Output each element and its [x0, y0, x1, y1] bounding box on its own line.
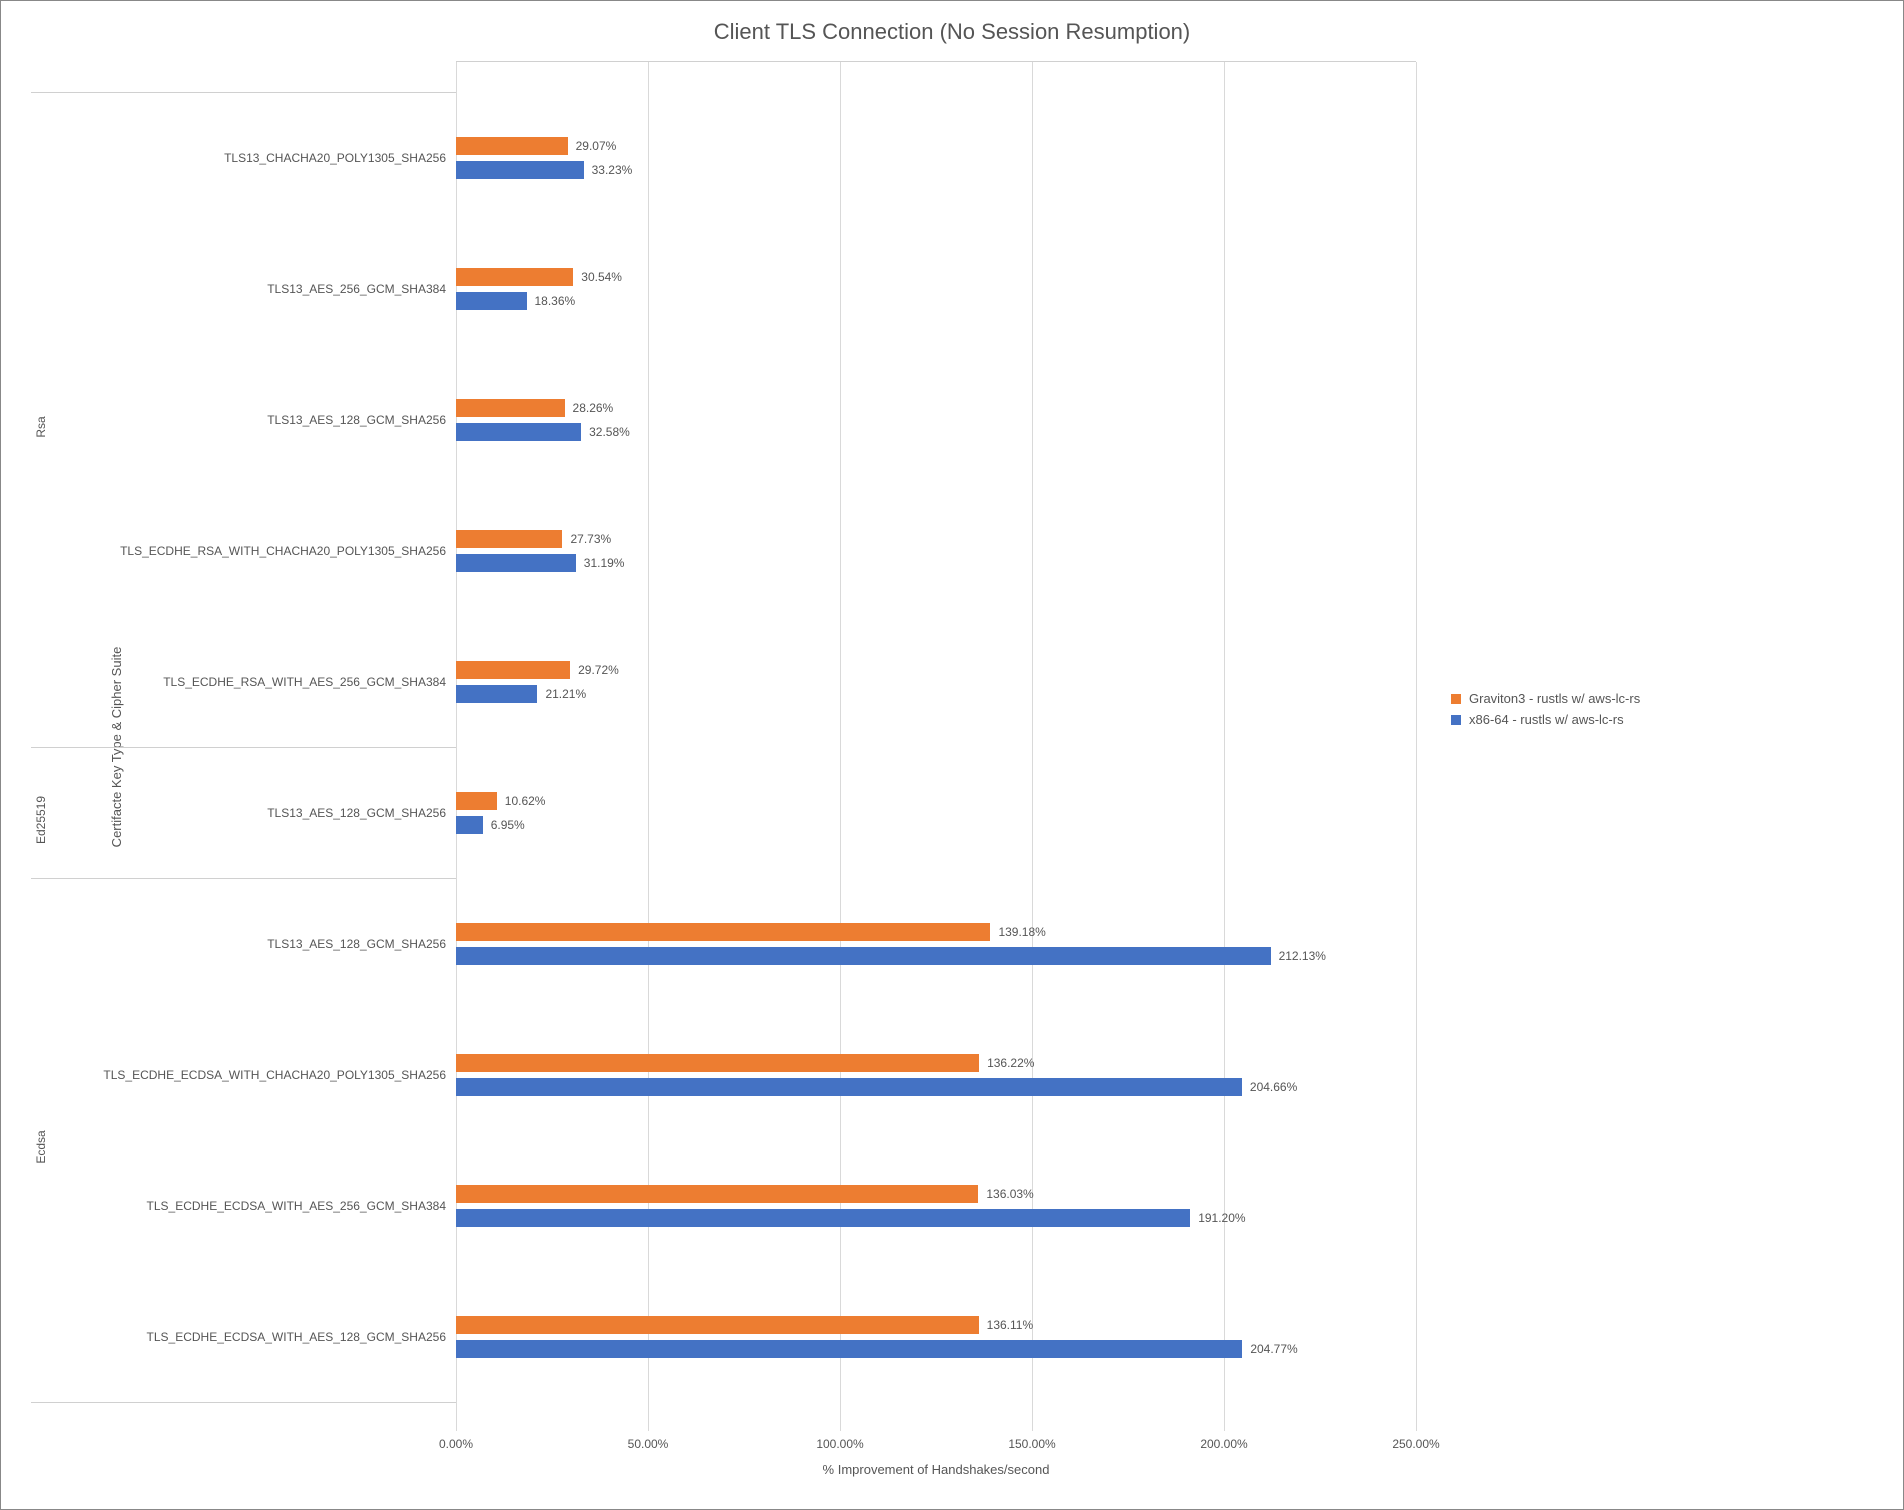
cipher-label: TLS_ECDHE_RSA_WITH_CHACHA20_POLY1305_SHA… [120, 544, 446, 558]
bar [456, 161, 584, 179]
bar [456, 554, 576, 572]
group-divider [31, 1402, 456, 1403]
bar [456, 1078, 1242, 1096]
bar [456, 661, 570, 679]
x-tick-label: 50.00% [628, 1437, 669, 1451]
cipher-label: TLS_ECDHE_ECDSA_WITH_AES_128_GCM_SHA256 [147, 1330, 446, 1344]
x-tick-label: 200.00% [1200, 1437, 1247, 1451]
bar-value-label: 29.72% [578, 663, 619, 677]
bar-value-label: 10.62% [505, 794, 546, 808]
cipher-label: TLS_ECDHE_ECDSA_WITH_CHACHA20_POLY1305_S… [103, 1068, 446, 1082]
legend-label: Graviton3 - rustls w/ aws-lc-rs [1469, 691, 1640, 706]
legend-swatch [1451, 694, 1461, 704]
bar [456, 530, 562, 548]
x-axis-title: % Improvement of Handshakes/second [823, 1462, 1050, 1477]
bar-value-label: 136.22% [987, 1056, 1034, 1070]
cipher-label: TLS_ECDHE_ECDSA_WITH_AES_256_GCM_SHA384 [147, 1199, 446, 1213]
bar [456, 923, 990, 941]
bar-value-label: 204.77% [1250, 1342, 1297, 1356]
bar [456, 268, 573, 286]
bar [456, 1185, 978, 1203]
bar [456, 685, 537, 703]
group-label: Ecdsa [34, 1130, 48, 1163]
cipher-label: TLS13_AES_128_GCM_SHA256 [267, 413, 446, 427]
legend: Graviton3 - rustls w/ aws-lc-rs x86-64 - … [1451, 691, 1640, 733]
plot-region: Certifacte Key Type & Cipher Suite % Imp… [456, 61, 1416, 1431]
bar [456, 292, 527, 310]
bar [456, 423, 581, 441]
gridline [1416, 62, 1417, 1431]
bar-value-label: 27.73% [570, 532, 611, 546]
cipher-label: TLS13_AES_128_GCM_SHA256 [267, 937, 446, 951]
group-divider [31, 92, 456, 93]
x-tick-label: 100.00% [816, 1437, 863, 1451]
legend-item: x86-64 - rustls w/ aws-lc-rs [1451, 712, 1640, 727]
x-tick-label: 150.00% [1008, 1437, 1055, 1451]
chart-container: Client TLS Connection (No Session Resump… [0, 0, 1904, 1510]
bar [456, 137, 568, 155]
gridline [1224, 62, 1225, 1431]
bar [456, 1340, 1242, 1358]
bar-value-label: 31.19% [584, 556, 625, 570]
bar-value-label: 28.26% [573, 401, 614, 415]
bar-value-label: 139.18% [998, 925, 1045, 939]
cipher-label: TLS_ECDHE_RSA_WITH_AES_256_GCM_SHA384 [163, 675, 446, 689]
bar-value-label: 204.66% [1250, 1080, 1297, 1094]
bar [456, 1316, 979, 1334]
cipher-label: TLS13_AES_256_GCM_SHA384 [267, 282, 446, 296]
bar-value-label: 30.54% [581, 270, 622, 284]
bar [456, 816, 483, 834]
group-label: Rsa [34, 416, 48, 437]
legend-item: Graviton3 - rustls w/ aws-lc-rs [1451, 691, 1640, 706]
bar-value-label: 32.58% [589, 425, 630, 439]
group-divider [31, 878, 456, 879]
bar-value-label: 33.23% [592, 163, 633, 177]
bar-value-label: 21.21% [545, 687, 586, 701]
bar [456, 1054, 979, 1072]
cipher-label: TLS13_CHACHA20_POLY1305_SHA256 [224, 151, 446, 165]
group-label: Ed25519 [34, 795, 48, 843]
chart-title: Client TLS Connection (No Session Resump… [1, 1, 1903, 45]
bar-value-label: 136.03% [986, 1187, 1033, 1201]
bar-value-label: 29.07% [576, 139, 617, 153]
bar-value-label: 212.13% [1279, 949, 1326, 963]
bar [456, 792, 497, 810]
x-tick-label: 250.00% [1392, 1437, 1439, 1451]
bar-value-label: 18.36% [535, 294, 576, 308]
bar-value-label: 191.20% [1198, 1211, 1245, 1225]
bar-value-label: 136.11% [987, 1318, 1033, 1332]
x-tick-label: 0.00% [439, 1437, 473, 1451]
bar [456, 1209, 1190, 1227]
legend-label: x86-64 - rustls w/ aws-lc-rs [1469, 712, 1624, 727]
bar-value-label: 6.95% [491, 818, 525, 832]
legend-swatch [1451, 715, 1461, 725]
bar [456, 399, 565, 417]
group-divider [31, 747, 456, 748]
bar [456, 947, 1271, 965]
cipher-label: TLS13_AES_128_GCM_SHA256 [267, 806, 446, 820]
